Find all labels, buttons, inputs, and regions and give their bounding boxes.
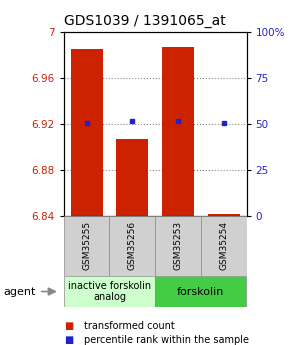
Bar [155,216,201,276]
Bar [71,49,103,216]
Text: agent: agent [3,287,35,296]
Bar [64,276,155,307]
Text: ■: ■ [64,335,73,345]
Text: GSM35256: GSM35256 [128,221,137,270]
Text: ■: ■ [64,321,73,331]
Bar [155,276,246,307]
Text: inactive forskolin
analog: inactive forskolin analog [68,281,151,302]
Text: GSM35253: GSM35253 [173,221,182,270]
Bar [208,215,240,216]
Text: forskolin: forskolin [177,287,224,296]
Bar [110,216,155,276]
Bar [116,139,148,216]
Bar [64,216,110,276]
Bar [162,47,194,216]
Text: transformed count: transformed count [84,321,175,331]
Text: GDS1039 / 1391065_at: GDS1039 / 1391065_at [64,14,226,28]
Bar [201,216,246,276]
Text: GSM35255: GSM35255 [82,221,91,270]
Text: percentile rank within the sample: percentile rank within the sample [84,335,249,345]
Text: GSM35254: GSM35254 [219,221,228,270]
